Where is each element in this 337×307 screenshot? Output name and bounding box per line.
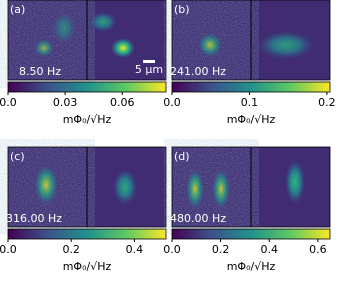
image-feature: [34, 165, 58, 205]
colorbar-tick-label: 0.0: [163, 96, 181, 109]
colorbar-tick-label: 0.1: [241, 96, 259, 109]
image-frame: [171, 146, 331, 228]
frequency-label: 8.50 Hz: [19, 65, 61, 78]
scale-bar: [143, 60, 155, 63]
panel-label: (a): [10, 3, 25, 16]
image-feature: [198, 33, 222, 57]
colorbar-tick-label: 0.0: [0, 243, 17, 256]
image-frame: [7, 146, 167, 228]
colorbar-tick-label: 0.6: [309, 243, 327, 256]
colorbar-tick-label: 0.4: [126, 243, 144, 256]
frequency-label: 480.00 Hz: [170, 212, 226, 225]
panel-label: (c): [10, 150, 25, 163]
frequency-label: 316.00 Hz: [6, 212, 62, 225]
image-feature: [212, 169, 230, 209]
image-feature: [34, 39, 54, 57]
colorbar-tick-label: 0.4: [260, 243, 278, 256]
image-feature: [113, 169, 137, 205]
colorbar-tick-label: 0.0: [163, 243, 181, 256]
image-feature: [89, 12, 117, 32]
colorbar-label: mΦ₀/√Hz: [63, 260, 112, 273]
image-feature: [111, 38, 135, 58]
panel: (a) 8.50 Hz 5 μm 0.0 0.03 0.06 mΦ₀/√Hz: [0, 0, 167, 126]
panel-label: (b): [174, 3, 190, 16]
image-frame: [171, 0, 331, 81]
scale-bar-label: 5 μm: [135, 63, 163, 76]
colorbar: [7, 81, 167, 93]
colorbar: [171, 81, 331, 93]
colorbar: [7, 228, 167, 240]
image-frame: [7, 0, 167, 81]
colorbar-tick-label: 0.2: [212, 243, 230, 256]
panel: (d) 480.00 Hz 0.0 0.2 0.4 0.6 mΦ₀/√Hz: [163, 146, 331, 273]
colorbar-tick-label: 0.03: [53, 96, 78, 109]
colorbar-label: mΦ₀/√Hz: [63, 113, 112, 126]
image-noise: [172, 147, 251, 227]
image-feature: [52, 12, 76, 44]
frequency-label: 241.00 Hz: [170, 65, 226, 78]
image-feature: [186, 169, 204, 209]
colorbar-tick-label: 0.2: [318, 96, 336, 109]
colorbar-tick-label: 0.06: [110, 96, 135, 109]
panel: (b) 241.00 Hz 0.0 0.1 0.2 mΦ₀/√Hz: [163, 0, 336, 126]
image-feature: [285, 160, 305, 204]
colorbar-tick-label: 0.2: [62, 243, 80, 256]
colorbar-label: mΦ₀/√Hz: [227, 113, 276, 126]
colorbar: [171, 228, 331, 240]
colorbar-label: mΦ₀/√Hz: [227, 260, 276, 273]
image-feature: [258, 31, 314, 59]
panel: (c) 316.00 Hz 0.0 0.2 0.4 mΦ₀/√Hz: [0, 146, 167, 273]
colorbar-tick-label: 0.0: [0, 96, 17, 109]
panel-label: (d): [174, 150, 190, 163]
